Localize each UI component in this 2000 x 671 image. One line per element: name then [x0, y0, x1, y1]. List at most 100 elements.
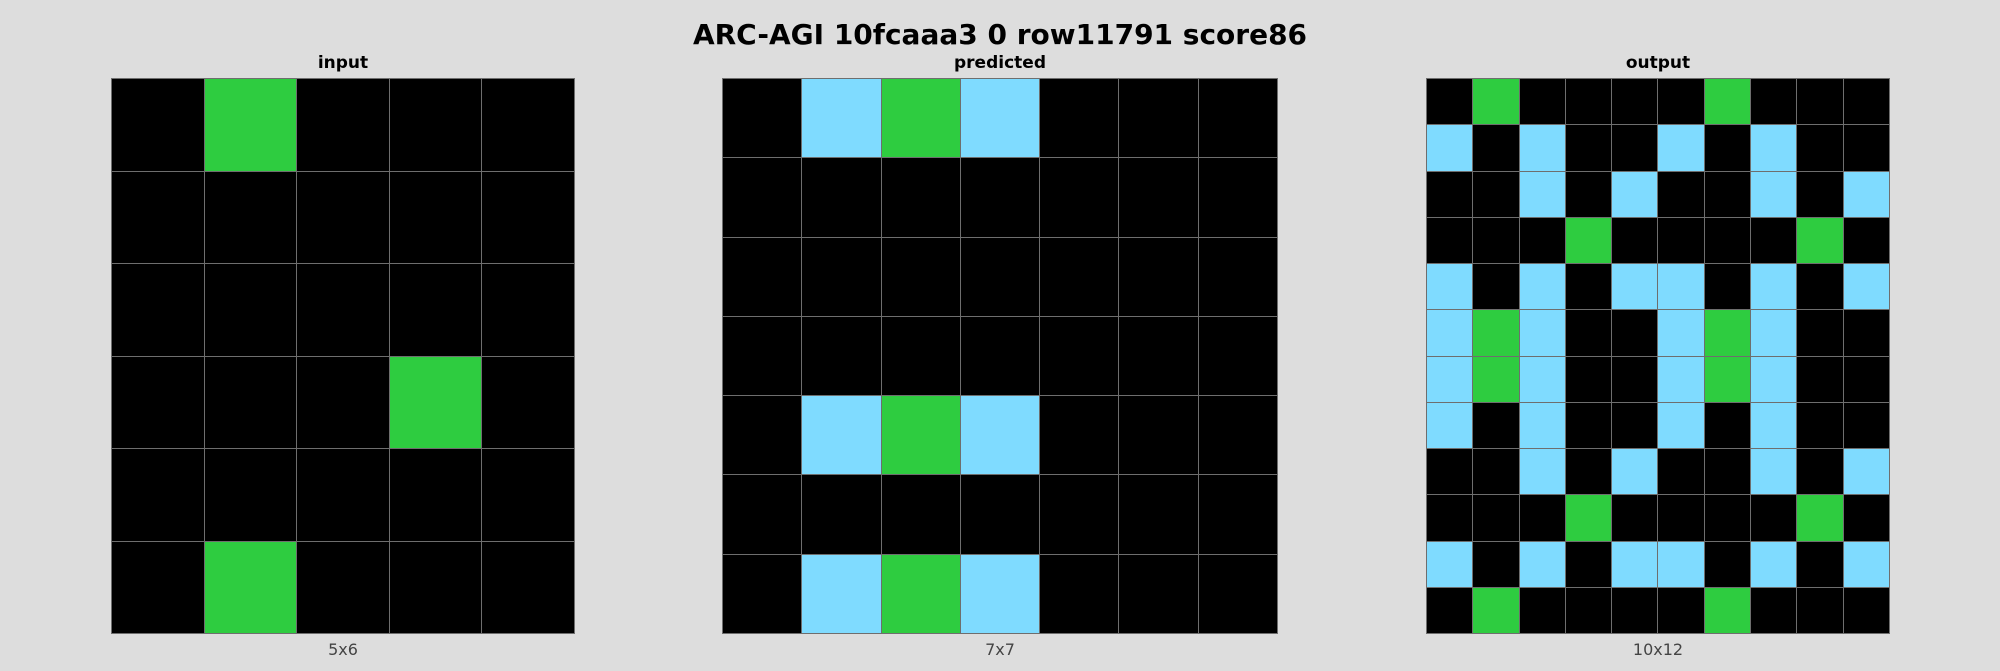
grid-cell	[297, 79, 389, 171]
grid-cell	[881, 316, 960, 396]
grid-cell	[204, 264, 297, 356]
predicted-size-label: 7x7	[985, 640, 1015, 659]
grid-cell	[1427, 264, 1473, 310]
grid-cell	[1198, 79, 1277, 158]
grid-cell	[297, 449, 389, 541]
grid-cell	[881, 158, 960, 237]
grid-cell	[802, 554, 881, 633]
grid-cell	[297, 171, 389, 263]
grid-cell	[1612, 125, 1658, 171]
grid-cell	[204, 171, 297, 263]
grid-cell	[112, 541, 204, 633]
grid-cell	[1040, 316, 1119, 396]
grid-cell	[1119, 554, 1198, 633]
grid-cell	[1565, 356, 1612, 402]
grid-cell	[1427, 171, 1473, 217]
grid-cell	[297, 541, 389, 633]
grid-cell	[1612, 310, 1658, 356]
grid-cell	[1658, 217, 1704, 263]
grid-cell	[1751, 356, 1797, 402]
grid-cell	[389, 171, 482, 263]
grid-cell	[1658, 449, 1704, 495]
grid-cell	[1198, 237, 1277, 316]
grid-cell	[802, 237, 881, 316]
grid-cell	[1797, 264, 1843, 310]
grid-cell	[482, 356, 574, 448]
grid-cell	[1040, 475, 1119, 554]
output-size-label: 10x12	[1632, 640, 1684, 659]
grid-cell	[1704, 356, 1751, 402]
grid-cell	[723, 475, 802, 554]
grid-cell	[1612, 79, 1658, 125]
grid-cell	[1519, 541, 1565, 587]
grid-cell	[723, 316, 802, 396]
grid-cell	[1427, 587, 1473, 633]
grid-cell	[1704, 310, 1751, 356]
grid-cell	[482, 171, 574, 263]
grid-cell	[1843, 449, 1889, 495]
grid-cell	[1843, 310, 1889, 356]
grid-cell	[1473, 402, 1519, 448]
grid-cell	[1658, 171, 1704, 217]
predicted-panel-title: predicted	[954, 53, 1046, 73]
grid-cell	[389, 264, 482, 356]
grid-cell	[1519, 171, 1565, 217]
grid-cell	[1519, 125, 1565, 171]
grid-cell	[1519, 356, 1565, 402]
grid-cell	[1797, 449, 1843, 495]
grid-cell	[1843, 125, 1889, 171]
grid-cell	[1612, 541, 1658, 587]
grid-cell	[1519, 495, 1565, 541]
grid-cell	[881, 396, 960, 475]
grid-cell	[1565, 217, 1612, 263]
grid-cell	[1040, 396, 1119, 475]
grid-cell	[1658, 587, 1704, 633]
grid-cell	[482, 79, 574, 171]
grid-cell	[802, 396, 881, 475]
grid-cell	[881, 475, 960, 554]
grid-cell	[1751, 495, 1797, 541]
grid-cell	[1843, 264, 1889, 310]
output-panel-title: output	[1625, 53, 1691, 73]
grid-cell	[1519, 587, 1565, 633]
grid-cell	[1658, 541, 1704, 587]
grid-cell	[1797, 125, 1843, 171]
input-panel-title: input	[317, 53, 369, 73]
grid-cell	[1565, 310, 1612, 356]
grid-cell	[1612, 217, 1658, 263]
grid-cell	[1565, 587, 1612, 633]
grid-cell	[1565, 79, 1612, 125]
grid-cell	[1797, 587, 1843, 633]
grid-cell	[1119, 237, 1198, 316]
grid-cell	[389, 79, 482, 171]
grid-cell	[1658, 310, 1704, 356]
grid-cell	[1427, 217, 1473, 263]
grid-cell	[1198, 554, 1277, 633]
grid-cell	[297, 356, 389, 448]
grid-cell	[1612, 264, 1658, 310]
grid-cell	[112, 449, 204, 541]
grid-cell	[960, 475, 1040, 554]
grid-cell	[1843, 402, 1889, 448]
grid-cell	[1198, 158, 1277, 237]
grid-cell	[1843, 79, 1889, 125]
grid-cell	[1612, 495, 1658, 541]
grid-cell	[1751, 79, 1797, 125]
grid-cell	[1427, 495, 1473, 541]
grid-cell	[1797, 171, 1843, 217]
grid-cell	[1119, 79, 1198, 158]
grid-cell	[1473, 310, 1519, 356]
input-grid	[111, 78, 575, 634]
grid-cell	[1427, 541, 1473, 587]
grid-cell	[1040, 237, 1119, 316]
grid-cell	[960, 158, 1040, 237]
grid-cell	[1198, 316, 1277, 396]
grid-cell	[1119, 475, 1198, 554]
grid-cell	[1473, 495, 1519, 541]
grid-cell	[881, 79, 960, 158]
grid-cell	[1612, 402, 1658, 448]
grid-cell	[1751, 125, 1797, 171]
grid-cell	[1427, 310, 1473, 356]
grid-cell	[723, 79, 802, 158]
grid-cell	[1473, 217, 1519, 263]
